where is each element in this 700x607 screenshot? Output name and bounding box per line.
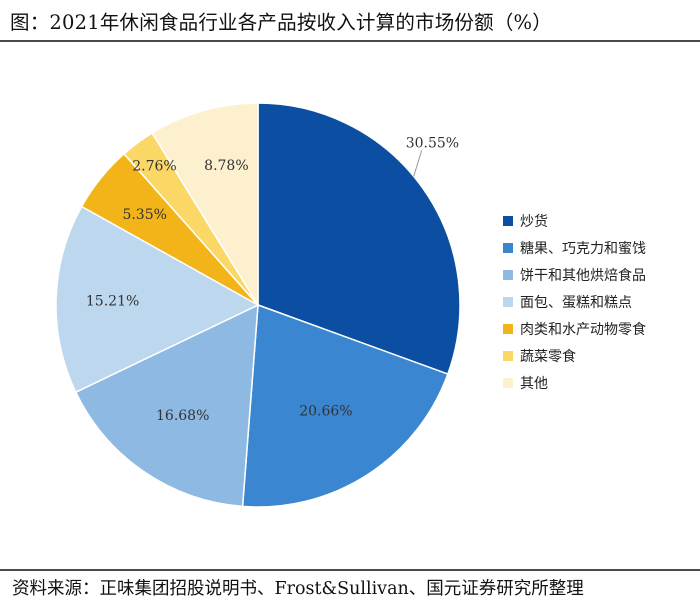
pie-chart: 30.55%20.66%16.68%15.21%5.35%2.76% 8.78% … (55, 102, 646, 508)
legend-label-3: 面包、蛋糕和糕点 (520, 295, 632, 311)
pie-slice-0 (257, 102, 461, 376)
legend-label-1: 糖果、巧克力和蜜饯 (520, 241, 646, 257)
legend-swatch-6 (503, 378, 513, 388)
slice-label-3: 15.21% (86, 293, 139, 309)
legend-swatch-1 (503, 243, 513, 253)
slice-label-1: 20.66% (299, 403, 352, 419)
legend-swatch-5 (503, 351, 513, 361)
title-divider (0, 40, 700, 42)
pie-slice-2 (74, 303, 259, 508)
pie-slice-1 (241, 303, 449, 508)
chart-title: 图：2021年休闲食品行业各产品按收入计算的市场份额（%） (10, 11, 552, 34)
legend-label-2: 饼干和其他烘焙食品 (520, 267, 646, 284)
slice-label-2: 16.68% (156, 408, 209, 424)
slice-label-0: 30.55% (406, 135, 459, 151)
slice-label-6: 8.78% (204, 158, 248, 174)
legend-swatch-2 (503, 270, 513, 280)
legend-swatch-0 (503, 216, 513, 226)
legend-label-4: 肉类和水产动物零食 (520, 321, 646, 338)
pie-slice-6 (151, 102, 259, 308)
legend-label-6: 其他 (520, 376, 548, 392)
legend-swatch-4 (503, 324, 513, 334)
pie-labels: 30.55% 20.66% 16.68% 15.21% 5.35% 2.76% 8.78% (86, 135, 459, 424)
leader-line (413, 150, 423, 177)
slice-label-4: 5.35% (122, 207, 166, 223)
pie-slice-3 (55, 205, 260, 394)
legend-swatch-3 (503, 297, 513, 307)
legend: 炒货糖果、巧克力和蜜饯饼干和其他烘焙食品面包、蛋糕和糕点肉类和水产动物零食蔬菜零… (503, 213, 646, 392)
source-divider (0, 569, 700, 571)
pie-slices (55, 102, 461, 508)
legend-label-5: 蔬菜零食 (520, 348, 576, 365)
slice-label-5: 2.76% (132, 159, 176, 175)
source-note: 资料来源：正味集团招股说明书、Frost&Sullivan、国元证券研究所整理 (12, 579, 584, 599)
legend-label-0: 炒货 (520, 213, 548, 230)
